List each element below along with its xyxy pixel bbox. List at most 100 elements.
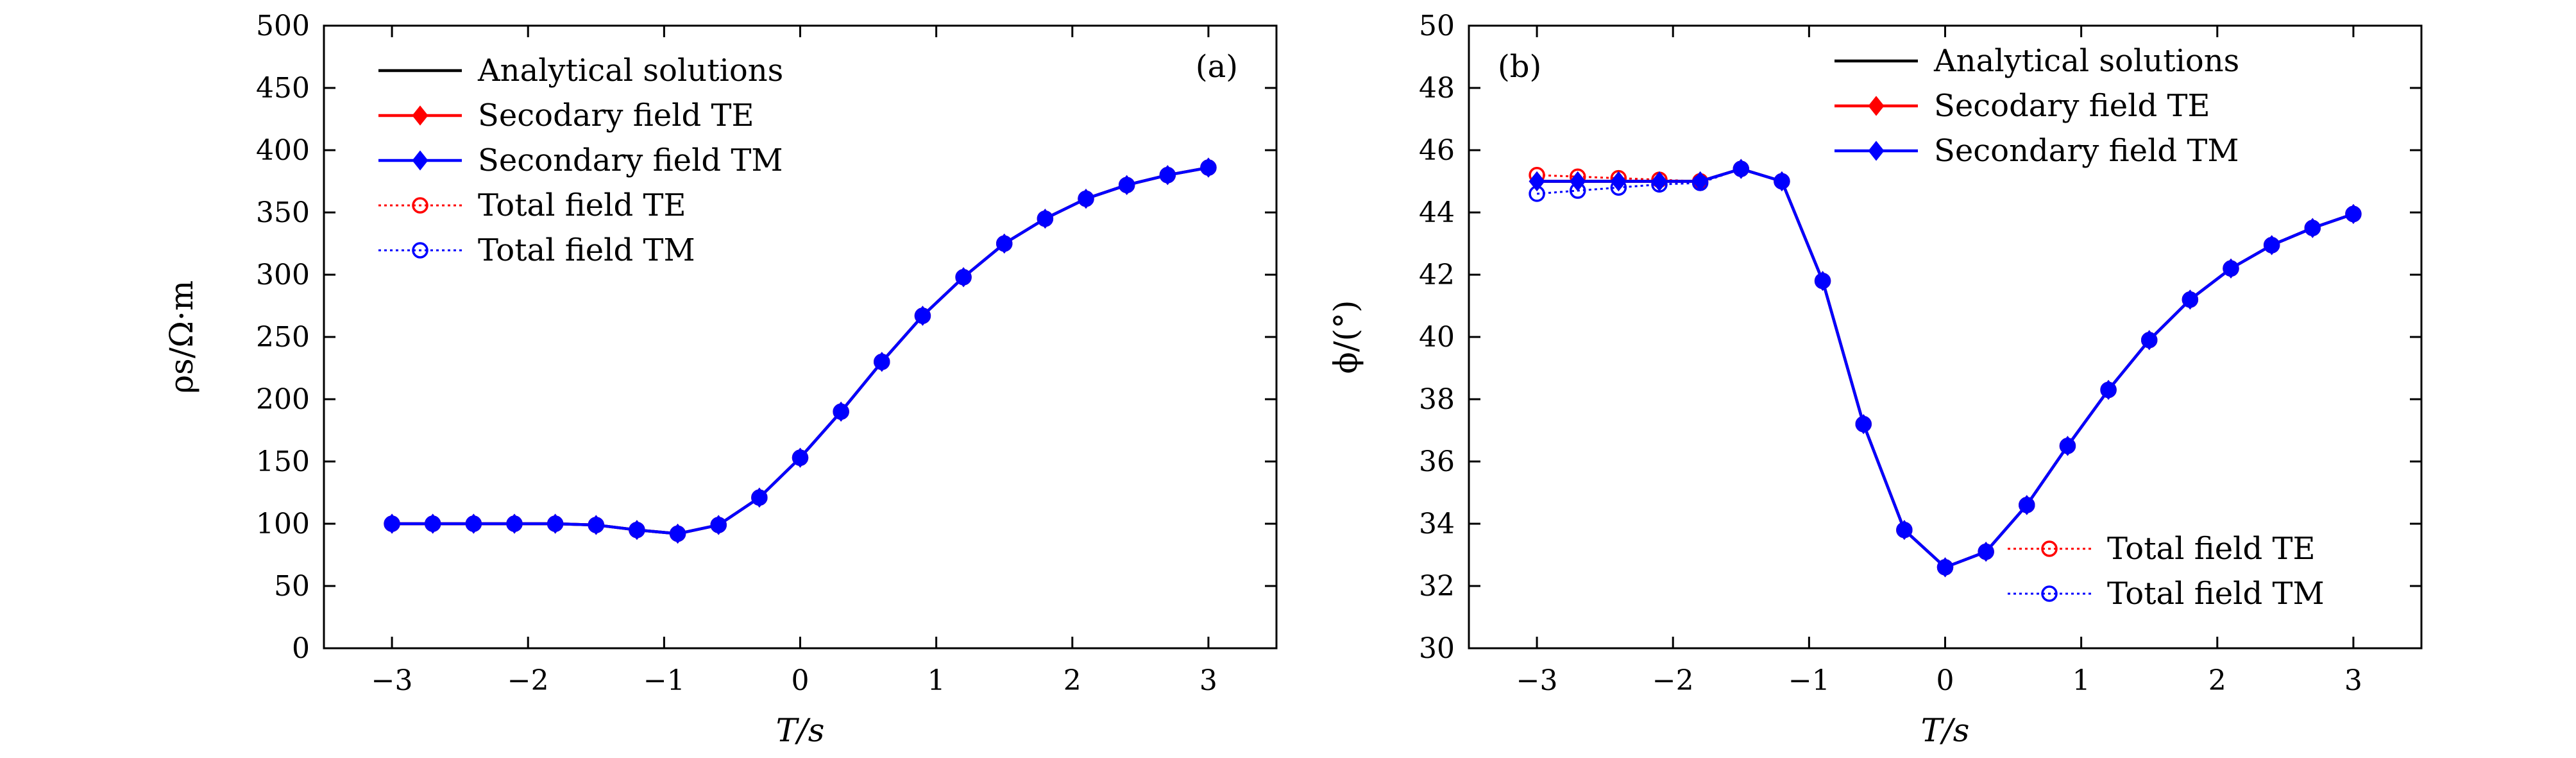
data-point — [506, 513, 523, 534]
legend-marker — [2041, 585, 2058, 602]
data-point — [710, 515, 727, 535]
chart-panel-a: −3 −2 −1 0 1 2 3 0 50 100 150 200 250 300 350 400 450 500… — [163, 10, 1278, 749]
data-point — [874, 352, 890, 372]
data-point — [425, 513, 441, 534]
legend-entry: Total field TE — [2107, 531, 2316, 567]
data-point — [1610, 171, 1627, 192]
data-point — [1529, 171, 1545, 192]
data-point — [465, 513, 482, 534]
x-tick-label: 2 — [2208, 664, 2226, 697]
chart-panel-b: −3 −2 −1 0 1 2 3 30 32 34 36 38 40 42 44 46 48 50 T/s ϕ/(°)… — [1327, 10, 2423, 749]
data-point — [629, 520, 645, 540]
data-point — [1937, 557, 1953, 578]
data-point — [955, 267, 972, 288]
y-tick-label: 100 — [256, 508, 310, 540]
y-tick-label: 250 — [256, 321, 310, 354]
data-point — [914, 306, 931, 326]
y-axis-label: ϕ/(°) — [1327, 300, 1364, 374]
data-point — [2019, 495, 2035, 515]
legend-marker — [412, 150, 428, 171]
legend-marker — [412, 197, 428, 214]
data-point — [1200, 157, 1217, 178]
x-tick-label: 1 — [2072, 664, 2090, 697]
legend-marker — [412, 242, 428, 259]
data-point — [2100, 379, 2117, 401]
data-point — [547, 513, 564, 534]
x-tick-label: −2 — [1652, 664, 1694, 697]
data-point — [2264, 235, 2280, 255]
legend-marker — [1868, 96, 1885, 116]
y-tick-label: 38 — [1419, 383, 1455, 416]
y-tick-label: 200 — [256, 383, 310, 416]
y-tick-label: 350 — [256, 196, 310, 229]
series-line — [1537, 167, 2354, 569]
data-point — [2182, 289, 2198, 310]
y-tick-label: 36 — [1419, 445, 1455, 478]
data-point — [2223, 258, 2239, 279]
legend-entry: Total field TM — [478, 232, 695, 268]
legend: Analytical solutions Secodary field TE Sec… — [378, 53, 783, 268]
legend-marker — [1868, 141, 1885, 161]
series-line — [1537, 168, 2354, 569]
data-point — [1651, 171, 1668, 192]
data-point — [1692, 171, 1709, 192]
legend-entry: Secodary field TE — [1934, 88, 2210, 124]
y-tick-label: 40 — [1419, 321, 1455, 354]
series-line — [1536, 168, 2354, 569]
legend-2: Total field TE Total field TM — [2008, 531, 2325, 612]
data-point — [2141, 330, 2158, 350]
series-line — [1537, 167, 2354, 569]
series-total-field-tm — [1529, 160, 2362, 576]
y-tick-label: 48 — [1419, 72, 1455, 105]
data-point — [588, 515, 604, 535]
y-tick-label: 44 — [1419, 196, 1455, 229]
data-point — [1774, 171, 1790, 192]
data-point — [2345, 203, 2362, 225]
plot-frame — [323, 24, 1278, 650]
legend-entry: Analytical solutions — [1933, 43, 2239, 79]
panel-label: (b) — [1498, 49, 1541, 85]
series-line — [1537, 167, 2354, 569]
x-tick-label: 0 — [1936, 664, 1954, 697]
data-point — [751, 487, 768, 508]
legend-marker — [2041, 540, 2058, 557]
data-point — [1037, 209, 1053, 229]
data-point — [792, 447, 808, 468]
y-tick-label: 300 — [256, 259, 310, 291]
series-secodary-field-te — [1529, 159, 2362, 578]
legend-marker — [412, 105, 428, 126]
data-point — [2304, 218, 2321, 238]
panel-label: (a) — [1196, 49, 1238, 85]
data-point — [1733, 159, 1749, 179]
series-analytical-solutions — [1537, 167, 2354, 569]
series-secondary-field-tm — [1529, 159, 2362, 578]
x-tick-label: 3 — [2344, 664, 2362, 697]
data-point — [1159, 165, 1176, 185]
y-tick-label: 46 — [1419, 134, 1455, 167]
data-point — [1570, 171, 1586, 192]
series-secondary-field-tm — [384, 157, 1217, 544]
y-tick-label: 42 — [1419, 259, 1455, 291]
x-tick-label: −2 — [507, 664, 549, 697]
data-point — [1119, 175, 1135, 195]
x-tick-label: −1 — [643, 664, 685, 697]
y-tick-label: 500 — [256, 10, 310, 42]
data-point — [670, 523, 686, 544]
data-point — [996, 233, 1013, 254]
data-point — [1078, 189, 1094, 209]
y-tick-label: 50 — [1419, 10, 1455, 42]
data-point — [1855, 414, 1872, 435]
legend-entry: Secodary field TE — [478, 98, 754, 134]
x-tick-label: 2 — [1063, 664, 1081, 697]
x-tick-label: 0 — [792, 664, 809, 697]
y-tick-label: 150 — [256, 445, 310, 478]
x-tick-label: −3 — [1516, 664, 1558, 697]
y-axis-label: ρs/Ω·m — [163, 280, 200, 394]
legend-entry: Total field TM — [2107, 576, 2325, 612]
legend-entry: Analytical solutions — [477, 53, 783, 89]
x-tick-label: 1 — [928, 664, 945, 697]
x-axis-label: T/s — [776, 712, 825, 749]
y-tick-label: 0 — [292, 632, 310, 665]
data-point — [1978, 542, 1994, 562]
y-tick-label: 450 — [256, 72, 310, 105]
